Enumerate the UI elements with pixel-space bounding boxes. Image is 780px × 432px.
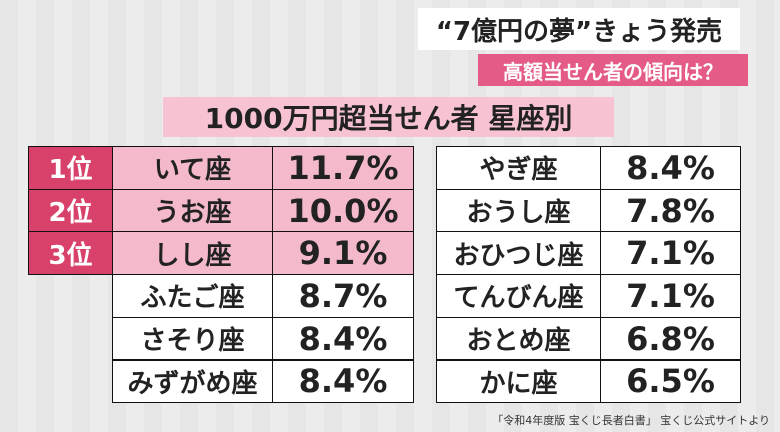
table-title: 1000万円超当せん者 星座別 bbox=[163, 97, 614, 137]
sign-cell: さそり座 bbox=[112, 316, 273, 361]
sign-cell: てんびん座 bbox=[436, 274, 601, 318]
sign-cell: みずがめ座 bbox=[112, 359, 273, 404]
sign-cell: しし座 bbox=[112, 231, 273, 276]
sign-cell: おうし座 bbox=[436, 188, 601, 233]
percent-cell: 10.0% bbox=[272, 188, 414, 233]
sign-cell: おひつじ座 bbox=[436, 231, 601, 276]
header-title: “7億円の夢”きょう発売 bbox=[418, 8, 740, 50]
percent-cell: 6.8% bbox=[600, 316, 741, 361]
rank-cell: 3位 bbox=[28, 231, 113, 276]
percent-cell: 7.1% bbox=[600, 231, 741, 276]
source: 「令和4年度版 宝くじ長者白書」 宝くじ公式サイトより bbox=[492, 414, 770, 427]
percent-cell: 9.1% bbox=[272, 231, 414, 276]
header-subtitle: 高額当せん者の傾向は？ bbox=[478, 54, 748, 86]
sign-cell: かに座 bbox=[436, 359, 601, 404]
sign-cell: やぎ座 bbox=[436, 146, 601, 190]
percent-cell: 8.4% bbox=[272, 316, 414, 361]
percent-cell: 11.7% bbox=[272, 146, 414, 190]
rank-cell: 2位 bbox=[28, 188, 113, 233]
percent-cell: 6.5% bbox=[600, 359, 741, 404]
sign-cell: おとめ座 bbox=[436, 316, 601, 361]
percent-cell: 8.7% bbox=[272, 274, 414, 318]
percent-cell: 8.4% bbox=[600, 146, 741, 190]
sign-cell: うお座 bbox=[112, 188, 273, 233]
percent-cell: 7.8% bbox=[600, 188, 741, 233]
sign-cell: いて座 bbox=[112, 146, 273, 190]
percent-cell: 7.1% bbox=[600, 274, 741, 318]
sign-cell: ふたご座 bbox=[112, 274, 273, 318]
percent-cell: 8.4% bbox=[272, 359, 414, 404]
rank-cell: 1位 bbox=[28, 146, 113, 190]
